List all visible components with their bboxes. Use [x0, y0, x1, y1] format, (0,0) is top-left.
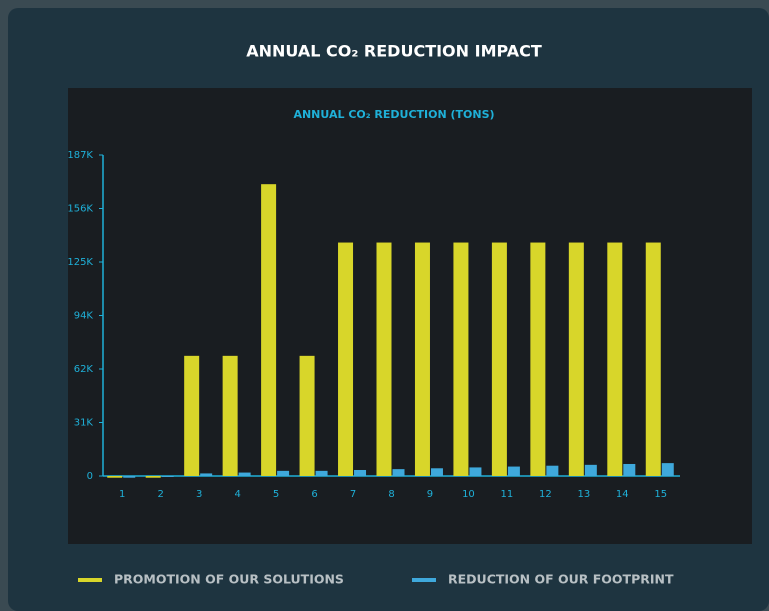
bar: [277, 470, 290, 476]
y-tick-label: 156K: [67, 204, 93, 215]
bar: [200, 473, 213, 476]
bar: [238, 472, 251, 476]
legend-label: PROMOTION OF OUR SOLUTIONS: [114, 572, 344, 587]
bar: [507, 466, 520, 476]
bar: [123, 476, 136, 478]
bar: [392, 469, 405, 476]
x-tick-label: 9: [427, 489, 433, 500]
plot-area: [68, 88, 752, 544]
bar: [261, 184, 277, 476]
x-tick-label: 11: [501, 489, 514, 500]
x-tick-label: 14: [616, 489, 629, 500]
bar: [338, 242, 354, 476]
chart-subtitle: ANNUAL CO₂ REDUCTION (TONS): [293, 108, 494, 121]
bar: [453, 242, 469, 476]
x-tick-label: 10: [462, 489, 475, 500]
bar: [530, 242, 546, 476]
bar: [623, 463, 636, 476]
bar: [584, 464, 597, 476]
x-tick-label: 2: [158, 489, 164, 500]
bar: [491, 242, 507, 476]
x-tick-label: 13: [577, 489, 590, 500]
bar: [469, 467, 482, 476]
bar: [430, 468, 443, 476]
y-tick-label: 31K: [74, 417, 94, 428]
x-tick-label: 4: [234, 489, 240, 500]
bar: [222, 355, 238, 476]
x-tick-label: 1: [119, 489, 125, 500]
x-tick-label: 5: [273, 489, 279, 500]
bar: [299, 355, 315, 476]
y-tick-label: 187K: [67, 150, 93, 161]
bar: [376, 242, 392, 476]
bar: [184, 355, 200, 476]
bar: [107, 476, 123, 478]
x-tick-label: 3: [196, 489, 202, 500]
x-tick-label: 15: [654, 489, 667, 500]
bar: [354, 469, 367, 476]
bar: [645, 242, 661, 476]
y-tick-label: 125K: [67, 257, 93, 268]
bar: [315, 470, 328, 476]
y-tick-label: 62K: [74, 364, 94, 375]
legend-label: REDUCTION OF OUR FOOTPRINT: [448, 572, 674, 587]
y-tick-label: 0: [87, 471, 93, 482]
bar: [161, 476, 174, 477]
bar: [145, 476, 161, 478]
x-tick-label: 7: [350, 489, 356, 500]
x-tick-label: 6: [311, 489, 317, 500]
x-tick-label: 8: [388, 489, 394, 500]
bar: [414, 242, 430, 476]
y-tick-label: 94K: [74, 311, 94, 322]
bar: [546, 465, 559, 476]
x-tick-label: 12: [539, 489, 552, 500]
chart-title: ANNUAL CO₂ REDUCTION IMPACT: [246, 42, 542, 61]
bar: [661, 463, 674, 476]
bar: [568, 242, 584, 476]
bar: [607, 242, 623, 476]
